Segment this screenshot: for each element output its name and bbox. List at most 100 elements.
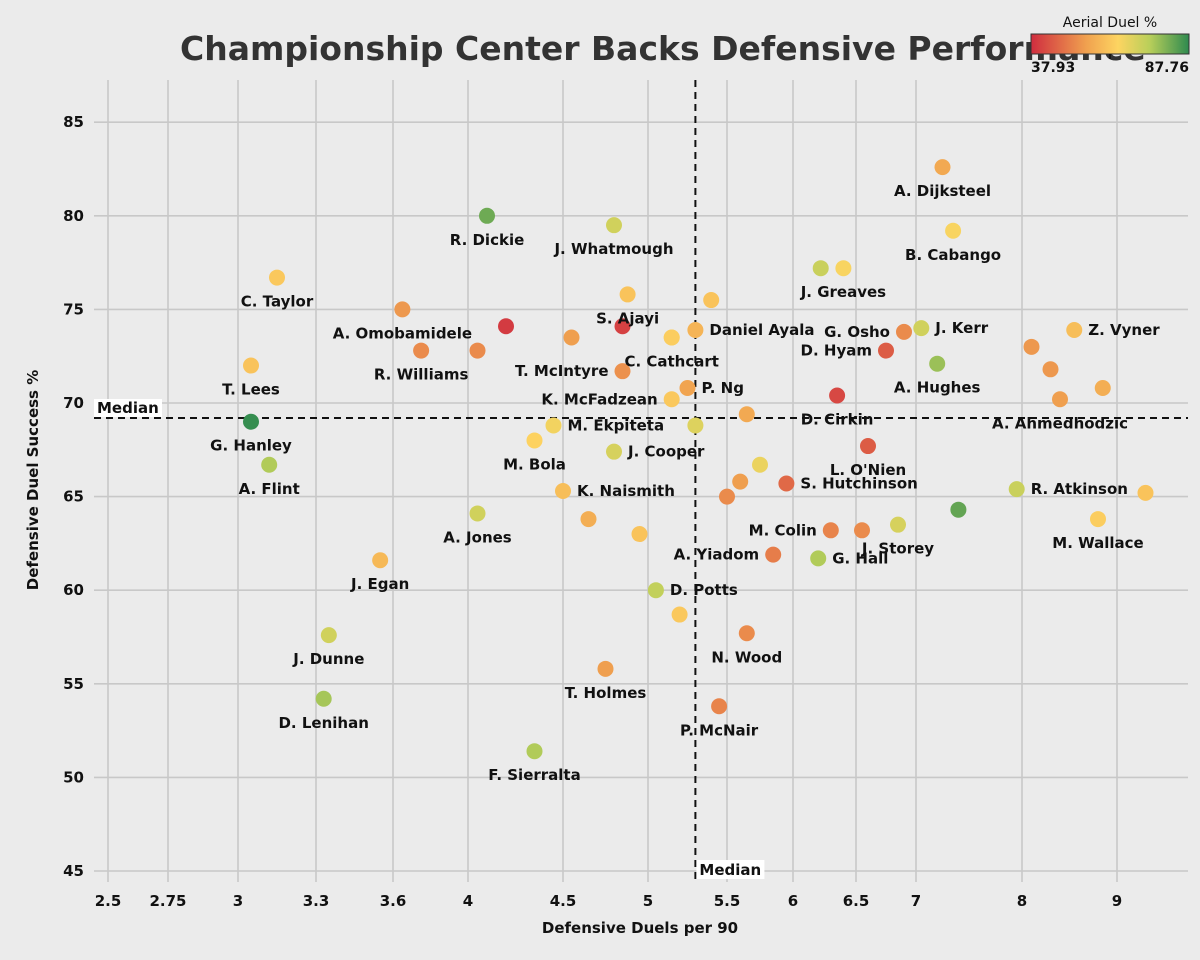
point-label: K. McFadzean [541,390,657,408]
scatter-point [829,387,846,404]
scatter-point [243,357,259,374]
scatter-point [597,660,614,677]
point-label: D. Hyam [801,342,872,360]
scatter-point [606,217,622,234]
point-label: D. Potts [670,581,738,599]
point-label: S. Hutchinson [800,474,917,492]
scatter-point [1094,380,1111,397]
point-label: D. Cirkin [801,411,874,429]
scatter-point [878,342,894,359]
scatter-point [671,606,688,623]
point-label: D. Lenihan [278,714,368,732]
point-label: M. Wallace [1052,534,1143,552]
point-label: Daniel Ayala [709,321,814,339]
colorbar-gradient [1030,33,1190,55]
point-label: J. Greaves [800,283,886,301]
point-label: J. Whatmough [553,240,673,258]
scatter-point [614,363,631,380]
scatter-point [663,329,680,346]
scatter-point [950,501,967,518]
x-tick-label: 2.75 [149,892,186,910]
y-tick-label: 65 [63,488,84,506]
point-label: S. Ajayi [596,309,659,327]
scatter-point [1090,511,1106,528]
point-label: G. Osho [824,323,890,341]
scatter-point [738,625,755,642]
point-label: A. Jones [443,528,512,546]
point-label: J. Kerr [934,319,988,337]
point-label: A. Omobamidele [333,324,472,342]
point-label: K. Naismith [577,482,675,500]
point-label: R. Dickie [450,231,525,249]
scatter-point [679,380,696,397]
scatter-point [526,432,543,449]
labels-layer: A. Dijksteel B. Cabango R. Dickie J. Whatmo… [210,182,1160,784]
x-tick-label: 5.5 [714,892,741,910]
tick-layer: 2.5 2.75 3 3.3 3.6 4 4.5 5 5.5 6 6.5 7 8 9 45 50 55 60 65 7… [63,113,1122,910]
scatter-point [663,391,680,408]
scatter-point [315,690,332,707]
point-label: R. Atkinson [1031,480,1128,498]
scatter-point [1137,484,1154,501]
median-layer: Median Median [94,80,1188,882]
scatter-point [647,582,664,599]
scatter-point [687,417,704,434]
point-label: N. Wood [711,648,782,666]
x-tick-label: 5 [643,892,653,910]
x-tick-label: 3 [233,892,243,910]
point-label: A. Yiadom [674,546,760,564]
scatter-point [614,318,631,335]
scatter-point [269,269,285,286]
scatter-point [778,475,795,492]
median-x-label: Median [699,861,761,879]
point-label: T. McIntyre [515,362,608,380]
y-tick-label: 45 [63,862,84,880]
point-label: T. Lees [222,381,280,399]
x-tick-label: 6 [788,892,798,910]
scatter-point [498,318,514,335]
scatter-point [913,320,930,337]
point-label: A. Dijksteel [894,182,991,200]
point-label: G. Hall [832,549,888,567]
scatter-point [619,286,636,303]
scatter-point [810,550,827,567]
y-tick-label: 50 [63,768,84,786]
scatter-point [752,456,768,473]
point-label: J. Dunne [292,650,364,668]
point-label: P. McNair [680,721,759,739]
scatter-point [1042,361,1059,378]
y-tick-label: 85 [63,113,84,131]
point-label: M. Ekpiteta [568,416,665,434]
point-label: J. Egan [350,575,409,593]
scatter-point [1052,391,1068,408]
scatter-point [469,505,486,522]
plot-area: Median Median A. Dijksteel B. Cabango R. Di… [94,80,1188,882]
point-label: J. Storey [861,540,934,558]
median-x-label-box [696,860,765,879]
y-tick-label: 75 [63,300,84,318]
scatter-point [1023,338,1040,355]
point-label: A. Ahmedhodzic [992,414,1128,432]
point-label: G. Hanley [210,437,292,455]
scatter-point [243,413,259,430]
scatter-point [394,301,411,318]
point-label: Z. Vyner [1088,321,1160,339]
x-tick-label: 4 [463,892,473,910]
scatter-point [860,438,876,455]
scatter-point [822,522,839,539]
scatter-point [479,207,495,224]
scatter-point [703,292,720,309]
scatter-point [835,260,852,277]
scatter-point [711,698,728,715]
point-label: C. Cathcart [624,352,719,370]
x-axis-label: Defensive Duels per 90 [542,919,738,937]
x-tick-label: 4.5 [550,892,577,910]
point-label: A. Hughes [894,379,981,397]
points-layer [243,159,1154,760]
chart-title: Championship Center Backs Defensive Perf… [180,29,1146,68]
scatter-point [719,488,735,505]
scatter-point [1066,321,1083,338]
scatter-point [580,511,597,528]
colorbar-max-label: 87.76 [1145,60,1189,76]
